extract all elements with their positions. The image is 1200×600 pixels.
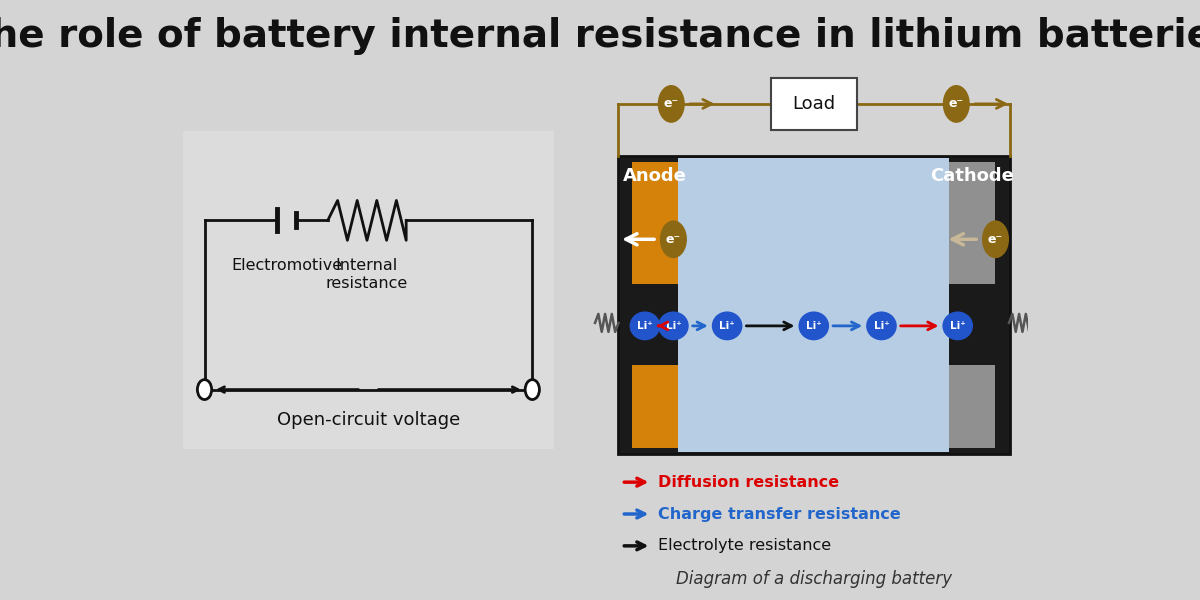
Text: Li⁺: Li⁺ — [806, 321, 822, 331]
FancyBboxPatch shape — [949, 365, 996, 448]
Text: Li⁺: Li⁺ — [719, 321, 734, 331]
FancyBboxPatch shape — [678, 158, 949, 452]
Text: Internal
resistance: Internal resistance — [326, 258, 408, 290]
Text: Charge transfer resistance: Charge transfer resistance — [659, 506, 901, 521]
Text: Cathode: Cathode — [930, 167, 1014, 185]
Ellipse shape — [942, 311, 973, 340]
Text: e⁻: e⁻ — [949, 97, 964, 110]
Text: Electrolyte resistance: Electrolyte resistance — [659, 538, 832, 553]
Circle shape — [943, 85, 970, 123]
Text: Anode: Anode — [623, 167, 688, 185]
Text: The role of battery internal resistance in lithium batteries: The role of battery internal resistance … — [0, 17, 1200, 55]
Text: e⁻: e⁻ — [666, 233, 680, 246]
Text: Load: Load — [792, 95, 835, 113]
FancyBboxPatch shape — [632, 161, 678, 284]
Ellipse shape — [798, 311, 829, 340]
Text: Diagram of a discharging battery: Diagram of a discharging battery — [676, 570, 952, 588]
Text: Li⁺: Li⁺ — [874, 321, 889, 331]
FancyBboxPatch shape — [618, 155, 1009, 454]
Circle shape — [658, 85, 685, 123]
Text: Electromotive: Electromotive — [230, 258, 342, 273]
Circle shape — [982, 220, 1009, 258]
Text: e⁻: e⁻ — [664, 97, 679, 110]
FancyBboxPatch shape — [772, 78, 857, 130]
Ellipse shape — [658, 311, 689, 340]
Circle shape — [660, 220, 686, 258]
Ellipse shape — [630, 311, 660, 340]
FancyBboxPatch shape — [632, 365, 678, 448]
Text: Li⁺: Li⁺ — [950, 321, 966, 331]
Ellipse shape — [866, 311, 896, 340]
Text: Li⁺: Li⁺ — [666, 321, 682, 331]
FancyBboxPatch shape — [949, 161, 996, 284]
Circle shape — [197, 380, 211, 400]
Text: e⁻: e⁻ — [988, 233, 1003, 246]
Circle shape — [526, 380, 540, 400]
Text: Open-circuit voltage: Open-circuit voltage — [277, 412, 460, 430]
Text: Li⁺: Li⁺ — [637, 321, 653, 331]
Text: Diffusion resistance: Diffusion resistance — [659, 475, 840, 490]
FancyBboxPatch shape — [184, 131, 553, 449]
Ellipse shape — [712, 311, 743, 340]
